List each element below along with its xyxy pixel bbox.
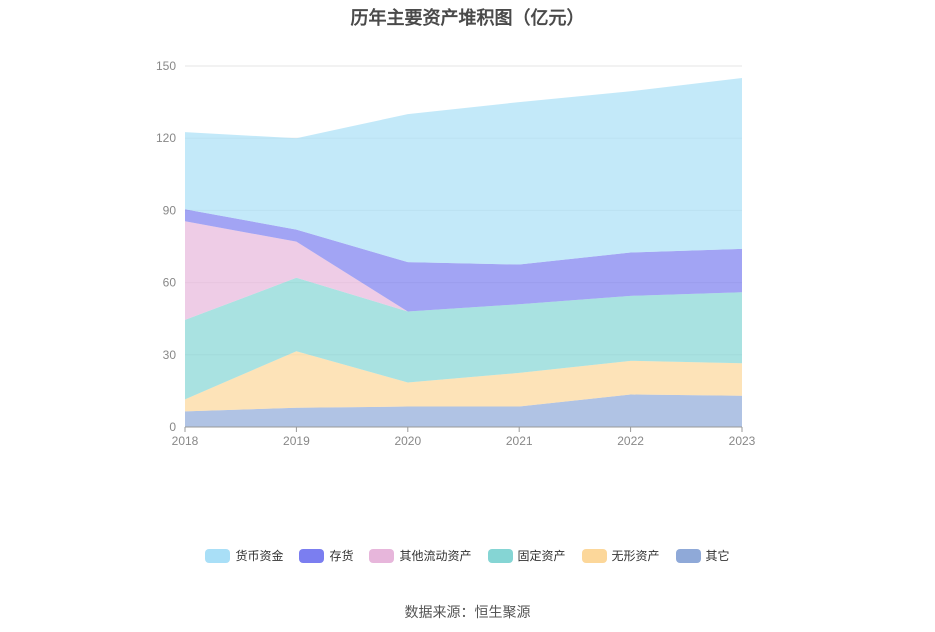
y-tick-label: 90 [163,203,177,217]
chart-title: 历年主要资产堆积图（亿元） [350,8,585,28]
legend-label: 其它 [705,549,730,563]
legend-item[interactable]: 无形资产 [581,547,660,564]
area-series-固定资产 [185,277,742,400]
legend-label: 无形资产 [611,549,660,563]
legend-swatch [299,548,325,563]
y-tick-label: 120 [156,131,176,145]
x-tick-label: 2020 [394,434,421,448]
legend-item[interactable]: 固定资产 [487,547,566,564]
area-series-货币资金 [185,78,742,265]
legend-label: 存货 [329,549,354,563]
data-source-note: 数据来源：恒生聚源 [404,604,531,620]
legend-swatch [205,548,231,563]
area-series-无形资产 [185,351,742,412]
legend: 货币资金 存货 其他流动资产 固定资产 无形资产 其它 [0,547,935,564]
legend-swatch [369,548,395,563]
x-tick-label: 2021 [506,434,533,448]
y-tick-label: 30 [163,348,177,362]
legend-swatch [487,548,513,563]
legend-swatch [581,548,607,563]
area-series-其它 [185,394,742,427]
legend-label: 货币资金 [235,549,284,563]
legend-label: 固定资产 [517,549,566,563]
y-tick-label: 150 [156,59,176,73]
area-series-存货 [185,209,742,312]
legend-item[interactable]: 其他流动资产 [369,547,472,564]
x-tick-label: 2019 [283,434,310,448]
legend-item[interactable]: 存货 [299,547,353,564]
x-tick-label: 2023 [729,434,756,448]
legend-item[interactable]: 其它 [675,547,730,564]
x-tick-label: 2018 [172,434,199,448]
area-series-其他流动资产 [185,221,742,320]
x-tick-label: 2022 [617,434,644,448]
y-tick-label: 0 [169,420,176,434]
y-tick-label: 60 [163,276,177,290]
legend-swatch [675,548,701,563]
legend-label: 其他流动资产 [399,549,472,563]
legend-item[interactable]: 货币资金 [205,547,283,564]
